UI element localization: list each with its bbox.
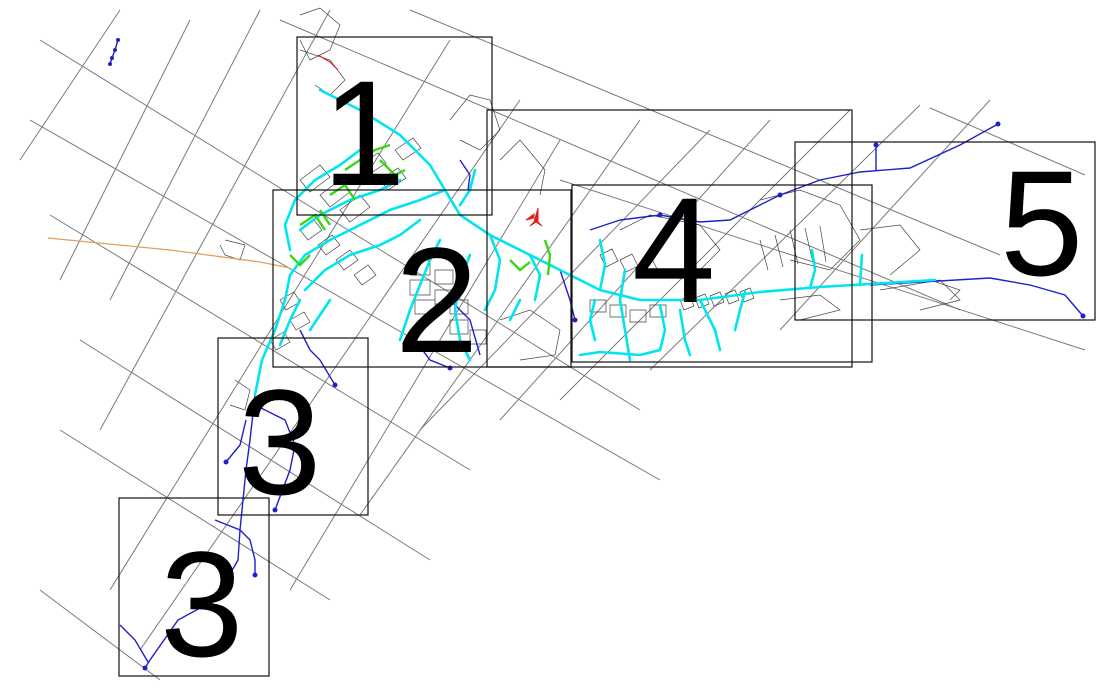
building-outlines bbox=[219, 7, 961, 411]
sheet-4-extended-frame bbox=[486, 109, 853, 368]
sheet-2-number: 2 bbox=[395, 216, 478, 384]
sheet-3a-frame bbox=[217, 337, 369, 516]
sheet-1-number: 1 bbox=[322, 49, 405, 217]
sheet-4-number: 4 bbox=[632, 166, 715, 334]
inflow-line bbox=[47, 237, 291, 269]
sheet-4-frame bbox=[571, 184, 873, 363]
sheet-3b-number: 3 bbox=[160, 520, 243, 688]
sheet-1-frame bbox=[296, 36, 493, 216]
red-feature bbox=[317, 54, 339, 71]
coordinate-grid bbox=[19, 9, 1086, 681]
proposed-network-nodes bbox=[108, 38, 1086, 671]
north-arrow-icon bbox=[525, 207, 543, 227]
sheet-2-frame bbox=[272, 189, 572, 368]
sheet-5-frame bbox=[794, 141, 1096, 321]
sheet-5-number: 5 bbox=[1000, 139, 1083, 307]
sheet-3a-number: 3 bbox=[238, 358, 321, 526]
existing-network bbox=[253, 88, 937, 397]
sheet-frames bbox=[118, 36, 1096, 677]
sheet-3b-frame bbox=[118, 497, 270, 677]
sheet-labels: 1 2 3 3 4 5 bbox=[160, 49, 1083, 688]
